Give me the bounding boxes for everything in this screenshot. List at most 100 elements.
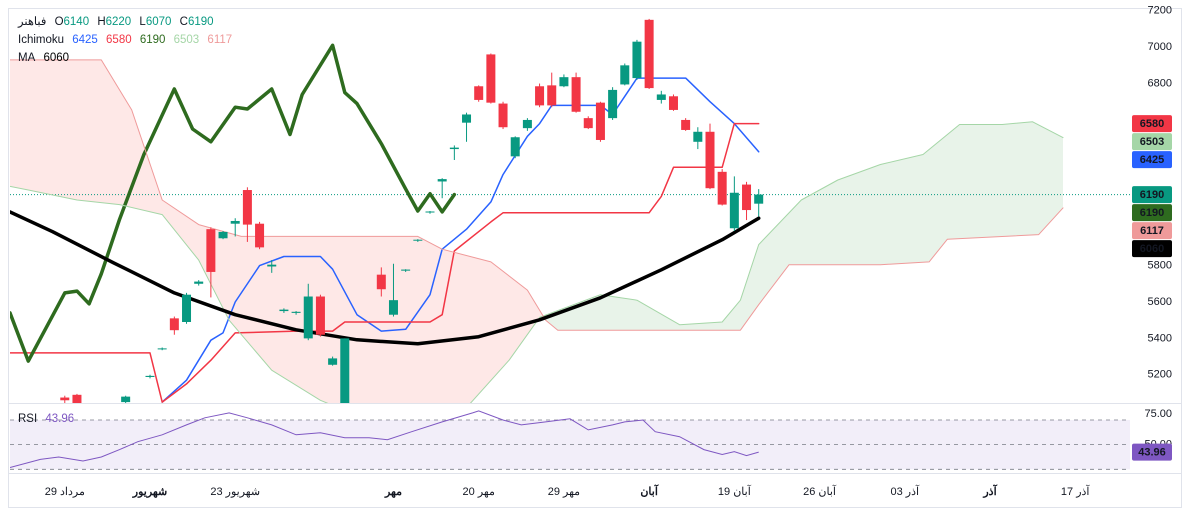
candle-body [498, 103, 508, 128]
rsi-legend: RSI 43.96 [18, 410, 79, 428]
indicator-line [10, 121, 1064, 403]
candle-body [547, 85, 557, 106]
x-tick-label: 20 مهر [463, 486, 495, 498]
x-tick-label: شهریور [132, 486, 167, 498]
candle-body [595, 102, 605, 140]
indicator-name: RSI [18, 413, 38, 425]
ohlc-label: O [54, 16, 64, 28]
x-tick-label: 26 آبان [803, 485, 837, 498]
price-badge-label: 6503 [1140, 136, 1164, 148]
candle-body [145, 375, 155, 377]
indicator-line [10, 210, 761, 346]
axes: 5200540056005800600062006400660068007000… [45, 5, 1172, 498]
candle-body [340, 338, 350, 403]
candle-body [291, 311, 301, 313]
candle-body [255, 223, 265, 248]
candle-body [121, 396, 131, 403]
candle-body [462, 114, 472, 123]
price-badge-label: 43.96 [1138, 447, 1166, 459]
candle-body [376, 274, 386, 290]
price-badge [1132, 115, 1172, 133]
candle-body [632, 41, 642, 79]
candle-body [303, 296, 313, 339]
candle-body [681, 119, 691, 130]
main-legend: فباهنر O6140 H6220 L6070 C6190 Ichimoku … [18, 13, 237, 67]
indicator-value: 6425 [72, 34, 98, 46]
ohlc-value: 6140 [63, 16, 90, 28]
indicator-value: 6117 [207, 34, 233, 46]
candle-body [437, 179, 447, 182]
candle-body [644, 19, 654, 89]
candle-body [425, 211, 435, 213]
candle-body [571, 77, 581, 112]
price-badge [1132, 151, 1172, 169]
candle-body [60, 397, 70, 401]
indicator-line [161, 77, 760, 403]
candle-body [742, 184, 752, 211]
price-badge [1132, 443, 1172, 461]
indicator-value: 43.96 [45, 413, 75, 425]
rsi-tick-label: 75.00 [1144, 408, 1172, 420]
candle-body [729, 192, 739, 229]
candle-body [449, 147, 459, 150]
x-tick-label: آذر [982, 484, 997, 498]
candle-body [510, 137, 520, 157]
y-tick-label: 5600 [1148, 296, 1172, 308]
x-tick-label: 03 آذر [890, 485, 920, 498]
candle-body [206, 229, 216, 272]
candle-body [608, 89, 618, 119]
candle-body [388, 300, 398, 315]
legend-row: فباهنر O6140 H6220 L6070 C6190 [18, 13, 237, 31]
candle-body [169, 318, 179, 331]
rsi-line [10, 410, 759, 468]
candle-body [620, 65, 630, 85]
indicator-value: 6190 [139, 34, 166, 46]
price-badge [1132, 186, 1172, 204]
candle-body [194, 281, 204, 284]
y-tick-label: 7200 [1148, 5, 1172, 17]
y-tick-label: 7000 [1148, 41, 1172, 53]
candle-body [705, 131, 715, 189]
ohlc-label: H [97, 16, 106, 28]
x-tick-label: 29 مرداد [45, 486, 85, 498]
candle-body [486, 54, 496, 103]
candle-body [72, 394, 82, 403]
indicator-value: 6503 [173, 34, 200, 46]
x-tick-label: آبان [640, 484, 658, 498]
cloud-fill-down [10, 59, 1064, 403]
candle-body [668, 96, 678, 110]
ohlc-label: L [139, 16, 146, 28]
legend-row: RSI 43.96 [18, 410, 79, 428]
legend-row: MA 6060 [18, 49, 237, 67]
ohlc-value: 6190 [187, 16, 214, 28]
candle-body [230, 220, 240, 224]
ohlc-value: 6070 [145, 16, 172, 28]
candle-body [182, 294, 192, 322]
price-badge [1132, 133, 1172, 151]
candle-body [693, 131, 703, 142]
candle-body [474, 86, 484, 100]
candle-body [717, 171, 727, 205]
indicator-line [10, 59, 1064, 331]
candle-body [583, 118, 593, 129]
x-tick-label: 17 آذر [1061, 485, 1091, 498]
candle-body [315, 296, 325, 335]
y-tick-label: 6800 [1148, 77, 1172, 89]
indicator-value: 6060 [43, 52, 70, 64]
candle-body [413, 239, 423, 241]
indicator-line [10, 122, 760, 403]
price-badge-label: 6060 [1140, 243, 1164, 255]
candle-body [218, 231, 228, 239]
y-tick-label: 5200 [1148, 369, 1172, 381]
candle-body [754, 194, 764, 204]
candle-body [279, 309, 289, 312]
candle-body [267, 264, 277, 267]
y-tick-label: 5400 [1148, 332, 1172, 344]
cloud-fill-up [10, 121, 1064, 403]
indicator-name: Ichimoku [18, 34, 65, 46]
candle-body [656, 94, 666, 100]
indicator-line [10, 43, 457, 363]
symbol: فباهنر [18, 16, 47, 28]
candle-body [559, 77, 569, 87]
